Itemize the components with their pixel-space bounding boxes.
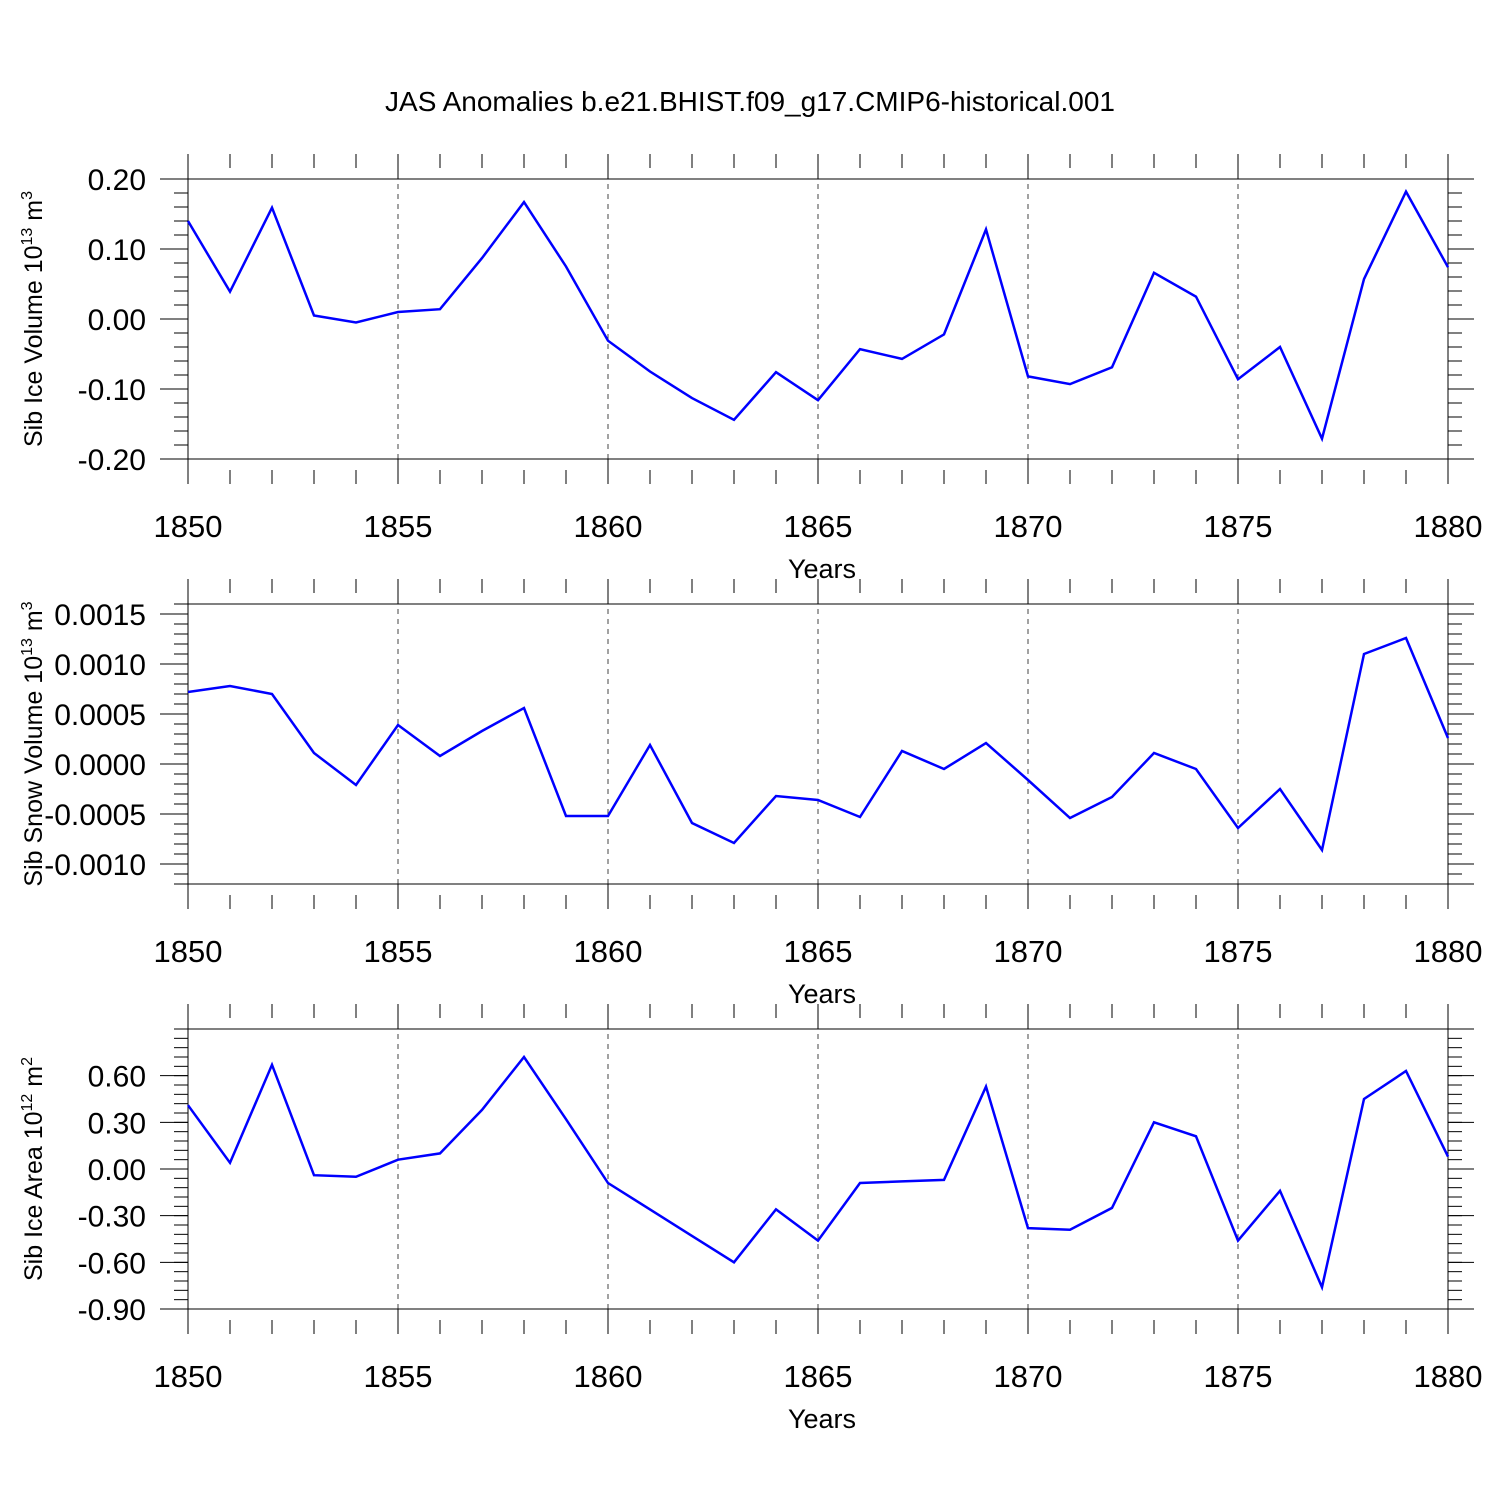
y-tick-label: -0.0005 [44, 799, 146, 832]
x-tick-label: 1870 [994, 509, 1063, 544]
x-tick-label: 1875 [1204, 1359, 1273, 1394]
x-tick-label: 1870 [994, 934, 1063, 969]
y-axis-label: Sib Ice Area 1012 m2 [19, 1057, 48, 1281]
y-tick-label: 0.0010 [54, 649, 146, 682]
y-tick-label: -0.60 [78, 1247, 146, 1280]
x-tick-label: 1850 [154, 934, 223, 969]
x-axis-label: Years [788, 1404, 856, 1434]
y-axis-label: Sib Ice Volume 1013 m3 [19, 191, 48, 447]
x-tick-label: 1860 [574, 509, 643, 544]
y-tick-label: 0.0005 [54, 699, 146, 732]
x-tick-label: 1880 [1414, 934, 1483, 969]
y-tick-label: 0.00 [88, 304, 146, 337]
x-tick-label: 1850 [154, 1359, 223, 1394]
y-tick-label: 0.10 [88, 234, 146, 267]
y-tick-label: -0.90 [78, 1294, 146, 1327]
y-tick-label: 0.30 [88, 1107, 146, 1140]
x-tick-label: 1875 [1204, 509, 1273, 544]
x-tick-label: 1880 [1414, 509, 1483, 544]
x-tick-label: 1850 [154, 509, 223, 544]
x-tick-label: 1870 [994, 1359, 1063, 1394]
y-tick-label: -0.20 [78, 444, 146, 477]
x-tick-label: 1860 [574, 934, 643, 969]
x-axis-label: Years [788, 554, 856, 584]
y-tick-label: 0.0015 [54, 599, 146, 632]
x-axis-label: Years [788, 979, 856, 1009]
figure-title: JAS Anomalies b.e21.BHIST.f09_g17.CMIP6-… [385, 86, 1115, 117]
series-line [186, 1054, 1450, 1292]
x-tick-label: 1860 [574, 1359, 643, 1394]
x-tick-label: 1875 [1204, 934, 1273, 969]
y-tick-label: 0.20 [88, 164, 146, 197]
x-tick-label: 1865 [784, 934, 853, 969]
y-tick-label: -0.0010 [44, 849, 146, 882]
panel-2: -0.0010 -0.0005 0.0000 0.0005 0.0010 0.0015 18… [19, 579, 1482, 1009]
y-tick-label: 0.60 [88, 1061, 146, 1094]
x-tick-label: 1880 [1414, 1359, 1483, 1394]
y-tick-label: -0.30 [78, 1201, 146, 1234]
x-tick-label: 1855 [364, 509, 433, 544]
y-tick-label: 0.0000 [54, 749, 146, 782]
y-tick-label: -0.10 [78, 374, 146, 407]
panel-1: -0.20 -0.10 0.00 0.10 0.20 1850 1855 1860 1865 18… [19, 154, 1482, 584]
x-tick-label: 1855 [364, 934, 433, 969]
y-tick-label: 0.00 [88, 1154, 146, 1187]
panel-3: -0.90 -0.60 -0.30 0.00 0.30 0.60 1850 1855 1860 1… [19, 1004, 1482, 1434]
x-tick-label: 1865 [784, 1359, 853, 1394]
x-tick-label: 1865 [784, 509, 853, 544]
x-tick-label: 1855 [364, 1359, 433, 1394]
y-axis-label: Sib Snow Volume 1013 m3 [19, 601, 48, 886]
